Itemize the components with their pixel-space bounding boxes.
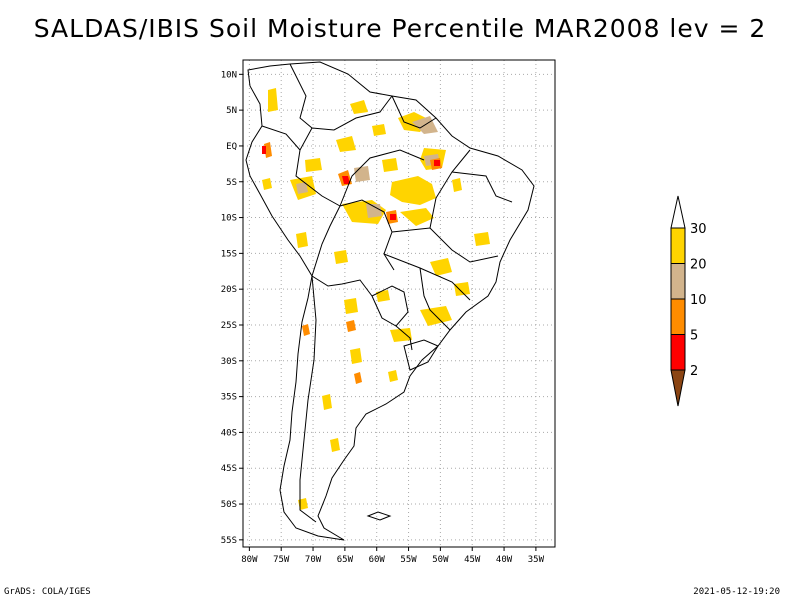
country-borders — [245, 61, 535, 541]
lat-tick-label: 35S — [221, 393, 237, 403]
footer-right: 2021-05-12-19:20 — [693, 587, 780, 597]
legend-bin — [670, 334, 686, 371]
patch-red-peru — [262, 146, 266, 154]
falklands — [366, 511, 392, 521]
border-brazil-states-6 — [339, 149, 425, 207]
patch-ecuador-coast — [262, 178, 272, 190]
patch-patagonia — [330, 438, 340, 452]
lat-tick-label: 50S — [221, 500, 237, 510]
border-brazil-states-3 — [383, 253, 471, 301]
border-chile-argentina — [299, 275, 317, 523]
lon-tick-label: 70W — [305, 555, 322, 565]
map-grid — [243, 60, 555, 547]
border-ecuador — [261, 125, 301, 151]
patch-bahia — [474, 232, 490, 246]
border-brazil-states-4 — [451, 171, 513, 203]
map-frame — [242, 59, 556, 548]
patch-argentina-mid — [350, 348, 362, 364]
lat-tick-label: EQ — [226, 142, 237, 152]
patch-roraima — [372, 124, 386, 136]
patch-amazonas-west — [336, 136, 356, 152]
lon-tick-label: 40W — [496, 555, 513, 565]
border-argentina-brazil — [395, 325, 413, 351]
patch-colombia — [268, 88, 278, 112]
legend-label: 10 — [690, 293, 707, 308]
lon-tick-label: 80W — [241, 555, 258, 565]
border-chile-bolivia — [311, 275, 373, 297]
lon-tick-label: 35W — [528, 555, 545, 565]
patch-minas — [454, 282, 470, 296]
legend-label: 5 — [690, 329, 698, 344]
patch-tan-rondonia — [366, 204, 382, 218]
patch-red-amazon — [342, 176, 350, 184]
map-axes: 10N 5N EQ 5S 10S 15S 20S 25S 30S 35S 40S 45S 50S 55S 8… — [221, 59, 556, 565]
lat-tick-label: 5S — [226, 178, 237, 188]
border-bolivia-brazil — [339, 199, 395, 271]
legend-bin — [670, 263, 686, 300]
anomaly-patches — [262, 88, 490, 510]
patch-parana — [390, 328, 412, 342]
legend-label: 30 — [690, 222, 707, 237]
lat-tick-label: 40S — [221, 428, 237, 438]
patch-tan-acre — [296, 182, 308, 194]
border-brazil-states-1 — [391, 227, 499, 263]
legend-arrow-top — [670, 195, 686, 229]
lat-tick-label: 10N — [221, 70, 237, 80]
legend-arrow-bottom — [670, 369, 686, 407]
lon-tick-label: 60W — [369, 555, 386, 565]
border-colombia-venezuela — [289, 63, 313, 129]
border-guianas — [391, 95, 437, 129]
lat-tick-label: 30S — [221, 357, 237, 367]
patch-peru-central — [296, 232, 308, 248]
patch-bolivia — [334, 250, 348, 264]
patch-paraguay — [376, 290, 390, 302]
legend-bin — [670, 227, 686, 264]
patch-tan-amazon — [354, 166, 370, 182]
lat-tick-label: 15S — [221, 249, 237, 259]
border-paraguay — [371, 285, 409, 327]
lon-tick-label: 75W — [273, 555, 290, 565]
map-title: SALDAS/IBIS Soil Moisture Percentile MAR… — [33, 14, 767, 43]
lat-tick-label: 20S — [221, 285, 237, 295]
patch-orange-chaco — [346, 320, 356, 332]
patch-orange-andes — [302, 324, 310, 336]
lat-tick-label: 10S — [221, 214, 237, 224]
patch-red-north — [434, 160, 440, 166]
legend-colorbar: 30 20 10 5 2 — [670, 195, 707, 407]
lon-tick-label: 50W — [432, 555, 449, 565]
lon-tick-label: 55W — [400, 555, 417, 565]
lon-tick-label: 65W — [337, 555, 354, 565]
lat-tick-label: 5N — [226, 106, 237, 116]
patch-uruguay — [388, 370, 398, 382]
patch-chaco — [344, 298, 358, 314]
patch-red-mt — [390, 214, 396, 220]
lon-tick-label: 45W — [464, 555, 481, 565]
legend-label: 20 — [690, 258, 707, 273]
patch-mato-grosso — [400, 208, 434, 226]
patch-para-east — [382, 158, 398, 172]
patch-peru-north — [305, 158, 322, 172]
border-brazil-states-2 — [429, 149, 471, 229]
patch-goias — [430, 258, 452, 276]
footer-left: GrADS: COLA/IGES — [4, 587, 91, 597]
border-venezuela-brazil — [311, 95, 393, 131]
patch-andes-south — [322, 394, 332, 410]
border-brazil-states-5 — [419, 267, 451, 331]
patch-orange-argentina — [354, 372, 362, 384]
lat-tick-label: 45S — [221, 464, 237, 474]
patch-venezuela — [350, 100, 368, 114]
border-bolivia-peru — [311, 205, 341, 277]
legend-bin — [670, 298, 686, 335]
lat-tick-label: 25S — [221, 321, 237, 331]
lat-tick-label: 55S — [221, 536, 237, 546]
legend-label: 2 — [690, 364, 698, 379]
patch-amazon-central — [390, 176, 436, 205]
border-peru-brazil — [295, 127, 341, 207]
continent-outline — [245, 61, 535, 541]
border-uruguay — [403, 339, 439, 371]
patch-tocantins — [452, 178, 462, 192]
